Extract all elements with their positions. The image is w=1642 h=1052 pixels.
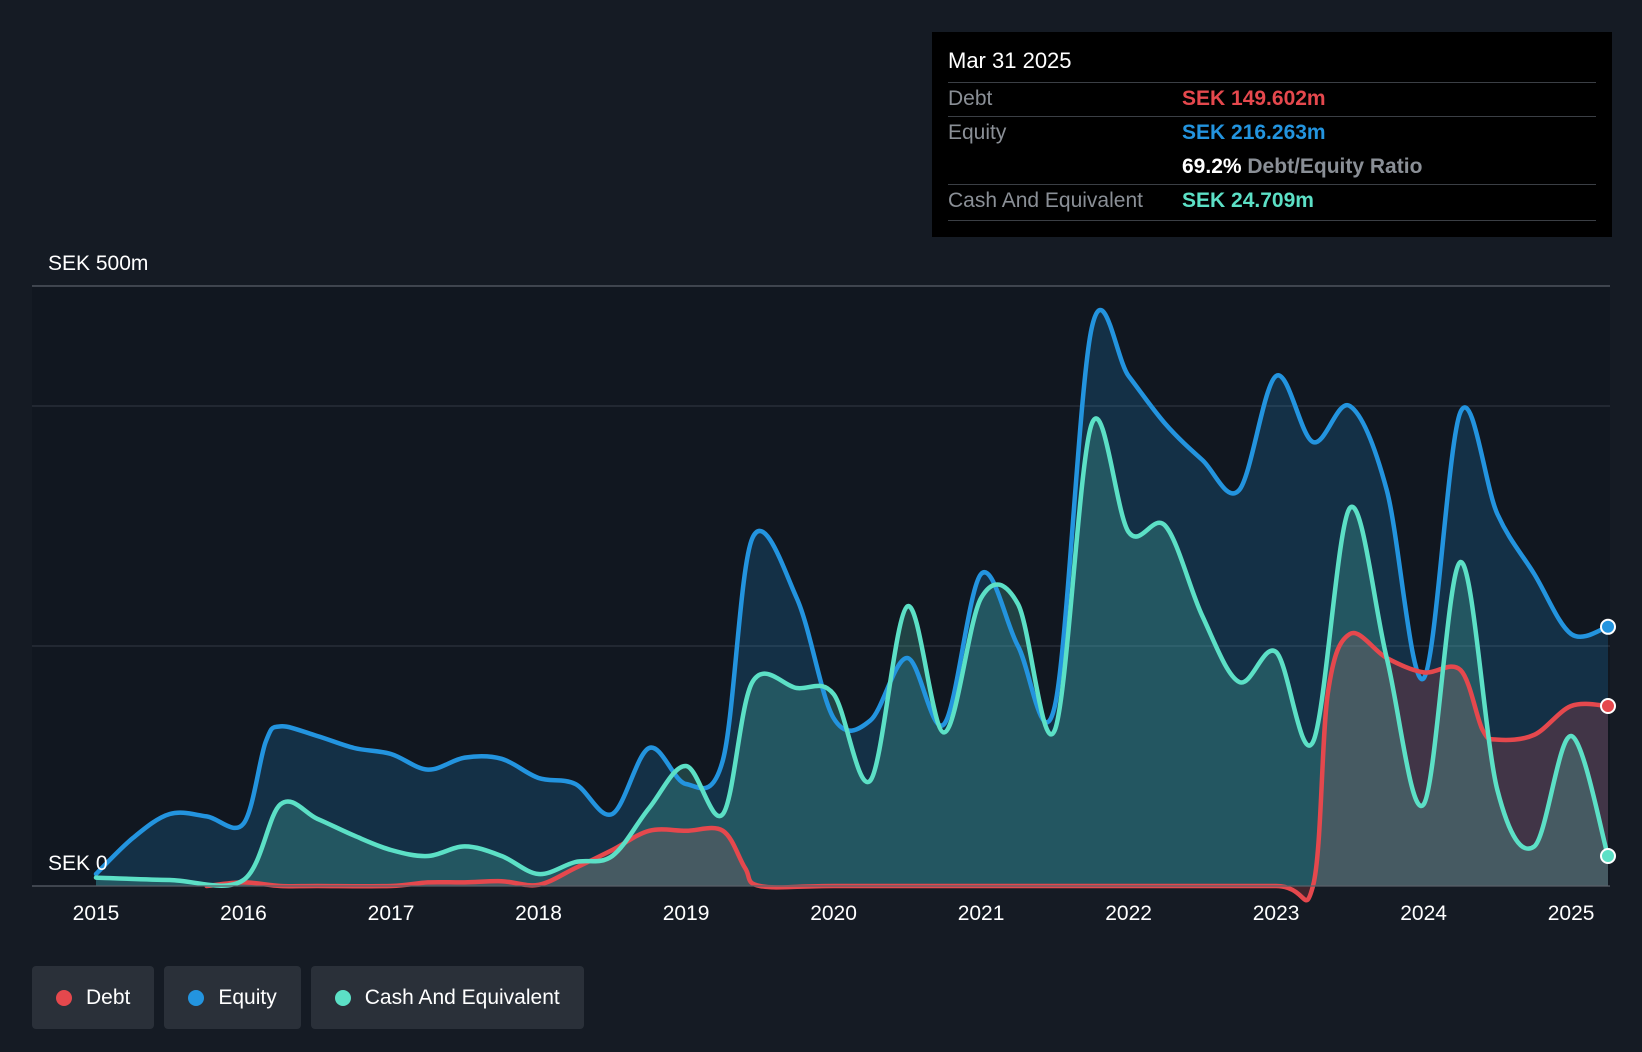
x-tick-label: 2015	[73, 902, 120, 925]
cash-dot-icon	[334, 989, 351, 1006]
tooltip-row-ratio: 69.2% Debt/Equity Ratio	[948, 149, 1596, 183]
tooltip-row-cash: Cash And Equivalent SEK 24.709m	[948, 183, 1596, 217]
x-tick-label: 2021	[958, 902, 1005, 925]
x-tick-label: 2018	[515, 902, 562, 925]
debt-dot-icon	[56, 989, 72, 1006]
x-tick-label: 2017	[368, 902, 415, 925]
marker-equity	[1600, 618, 1616, 635]
legend-item-cash[interactable]: Cash And Equivalent	[310, 966, 584, 1029]
tooltip-ratio-label: Debt/Equity Ratio	[1247, 155, 1423, 178]
legend-label: Equity	[218, 985, 277, 1009]
tooltip-divider	[948, 220, 1596, 221]
legend-label: Cash And Equivalent	[364, 985, 560, 1009]
series-areas	[96, 309, 1608, 901]
legend-label: Debt	[86, 985, 131, 1009]
x-tick-label: 2024	[1400, 902, 1447, 925]
y-tick-label-top: SEK 500m	[48, 252, 148, 275]
marker-debt	[1600, 698, 1616, 714]
legend-item-equity[interactable]: Equity	[164, 966, 301, 1029]
line-equity	[93, 307, 1611, 877]
x-tick-label: 2020	[810, 902, 857, 925]
tooltip-debt-label: Debt	[948, 87, 993, 110]
x-tick-label: 2023	[1253, 902, 1300, 925]
x-tick-label: 2022	[1105, 902, 1152, 925]
tooltip-date: Mar 31 2025	[948, 48, 1072, 73]
tooltip-equity-label: Equity	[948, 121, 1007, 144]
tooltip-cash-label: Cash And Equivalent	[948, 189, 1143, 212]
area-cash-and-equivalent	[96, 418, 1608, 886]
x-tick-label: 2019	[663, 902, 710, 925]
tooltip-divider	[948, 116, 1596, 117]
tooltip-ratio: 69.2% Debt/Equity Ratio	[1182, 155, 1422, 179]
area-equity	[96, 309, 1608, 886]
legend-item-debt[interactable]: Debt	[32, 966, 155, 1029]
tooltip-panel: Mar 31 2025 Debt SEK 149.602m Equity SEK…	[932, 32, 1612, 237]
legend: Debt Equity Cash And Equivalent	[32, 966, 584, 1029]
tooltip-row-debt: Debt SEK 149.602m	[948, 81, 1596, 115]
marker-cash-and-equivalent	[1600, 848, 1616, 864]
x-tick-label: 2016	[220, 902, 267, 925]
x-axis: 2015 2016 2017 2018 2019 2020 2021 2022 2023 2024…	[32, 885, 1610, 925]
tooltip-divider	[948, 184, 1596, 185]
tooltip-equity-value: SEK 216.263m	[1182, 121, 1326, 144]
line-cash-and-equivalent	[93, 416, 1611, 888]
plot-background	[32, 286, 1610, 886]
tooltip-divider	[948, 82, 1596, 83]
equity-dot-icon	[188, 989, 205, 1006]
tooltip-row-equity: Equity SEK 216.263m	[948, 115, 1596, 149]
tooltip-ratio-value: 69.2%	[1182, 155, 1242, 178]
x-tick-label: 2025	[1548, 902, 1595, 925]
tooltip-debt-value: SEK 149.602m	[1182, 87, 1326, 110]
area-debt	[206, 633, 1608, 901]
tooltip-cash-value: SEK 24.709m	[1182, 189, 1314, 212]
end-markers	[1600, 618, 1616, 864]
y-tick-label-zero: SEK 0	[48, 852, 108, 875]
